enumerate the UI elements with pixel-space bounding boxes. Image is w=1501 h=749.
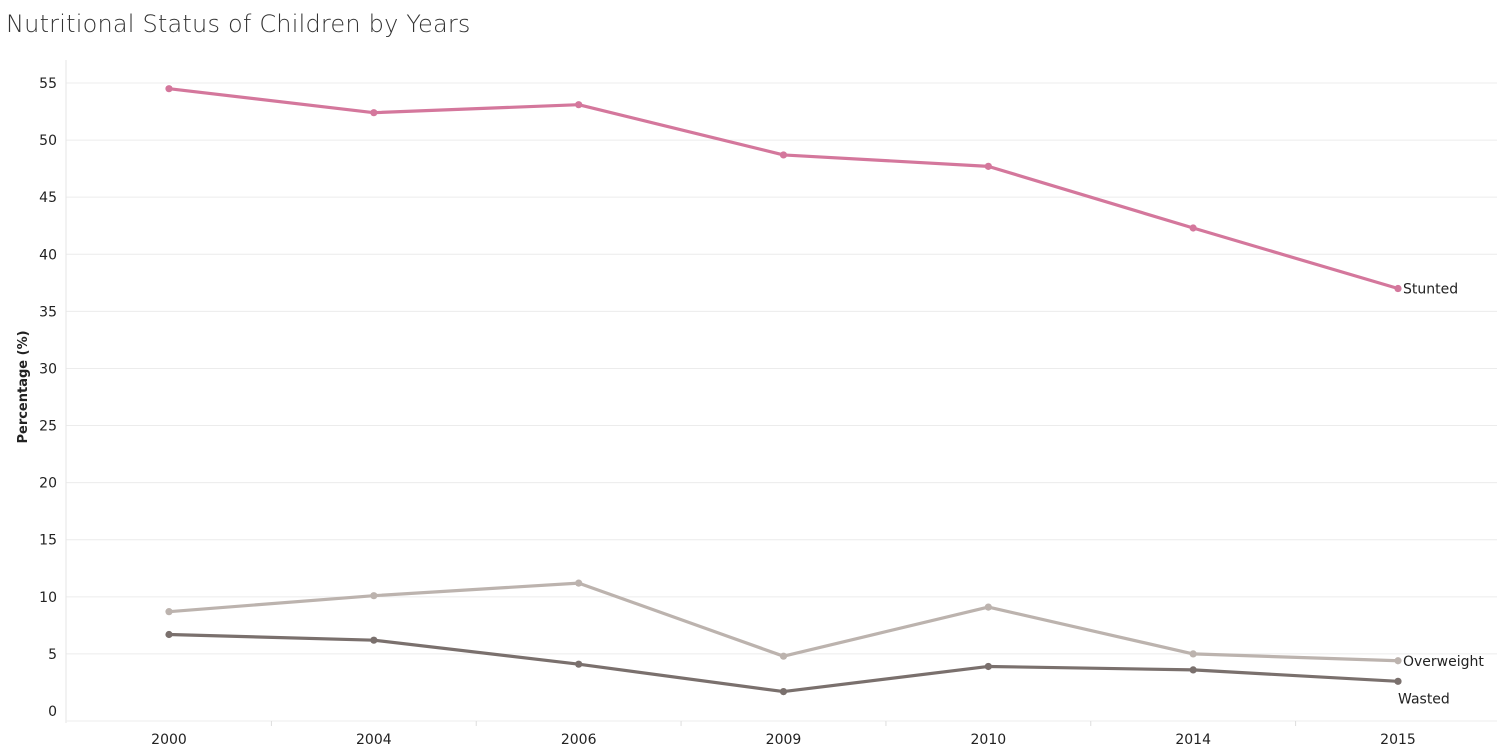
series-line [167,87,1400,291]
data-point [779,151,788,159]
data-point [575,579,583,587]
x-tick-label: 2006 [561,732,597,748]
data-point [779,687,788,696]
data-point [370,592,378,600]
data-point [165,630,173,639]
data-point [1394,284,1402,293]
x-tick-label: 2000 [151,732,187,748]
data-point [779,652,788,660]
x-tick-label: 2009 [766,732,802,748]
data-point [1394,677,1402,685]
y-tick-label: 30 [39,361,57,377]
series-end-label: Overweight [1403,654,1484,670]
series-end-label: Stunted [1403,282,1458,298]
x-tick-label: 2010 [971,732,1007,748]
y-tick-label: 45 [39,190,57,206]
series-end-label: Wasted [1398,691,1450,707]
series-wasted: Wasted [165,630,1450,707]
y-tick-label: 55 [39,76,57,92]
axes: 0 5 10 15 20 25 30 35 40 45 50 55 2000 2004 2006 2009 20… [39,60,1497,748]
x-tick-label: 2015 [1380,732,1416,748]
data-point [165,85,173,93]
data-point [984,603,992,611]
data-point [370,109,378,117]
y-tick-label: 5 [48,647,57,663]
series-group: Stunted Overweight Wasted [165,85,1484,707]
y-tick-label: 35 [39,304,57,320]
data-point [575,101,583,109]
data-point [984,662,992,671]
y-tick-label: 0 [48,704,57,720]
data-point [575,660,583,668]
chart-title: Nutritional Status of Children by Years [6,10,471,38]
series-stunted: Stunted [165,85,1458,298]
y-tick-label: 25 [39,419,57,435]
data-point [165,608,173,616]
data-point [1189,224,1197,232]
data-point [370,636,378,644]
series-line [167,632,1400,694]
y-axis-title: Percentage (%) [16,330,31,443]
gridlines [66,82,1497,655]
y-tick-label: 50 [39,133,57,149]
series-overweight: Overweight [165,579,1484,670]
data-point [1189,666,1197,674]
y-tick-label: 20 [39,476,57,492]
data-point [1394,657,1402,665]
y-tick-label: 40 [39,247,57,263]
series-line [167,581,1400,663]
y-tick-label: 10 [39,590,57,606]
x-tick-label: 2014 [1175,732,1211,748]
x-tick-label: 2004 [356,732,392,748]
data-point [984,162,992,170]
y-tick-label: 15 [39,533,57,549]
data-point [1189,650,1197,658]
